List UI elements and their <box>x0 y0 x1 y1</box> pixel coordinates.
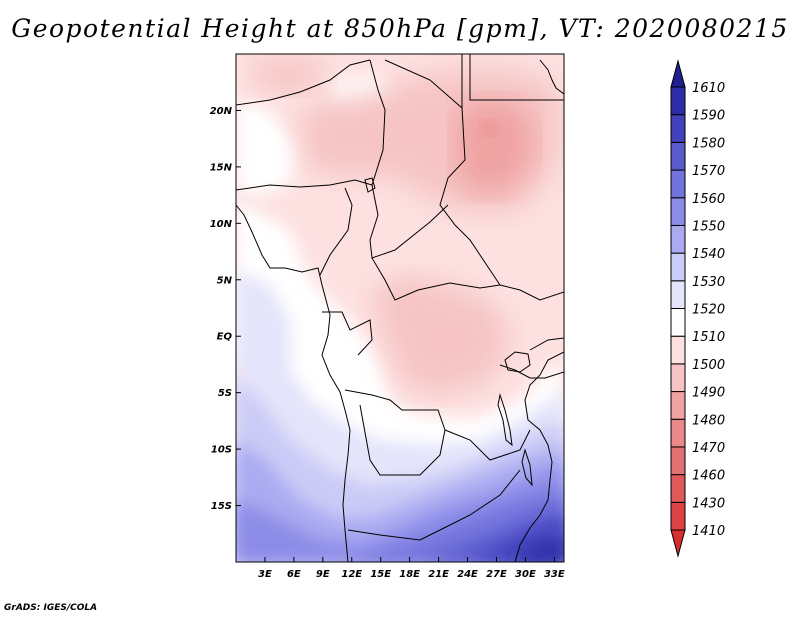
colorbar-swatch <box>670 197 686 226</box>
y-tick-label: 10N <box>210 219 233 230</box>
height-field <box>236 54 564 562</box>
border-namibia <box>347 529 441 541</box>
colorbar-label: 1410 <box>692 524 725 539</box>
colorbar-label: 1550 <box>692 219 725 234</box>
colorbar: 1410 1430 1460 1470 1480 1490 1500 1510 1520 1530… <box>670 59 725 558</box>
colorbar-swatch <box>670 252 686 282</box>
y-tick-label: 5N <box>217 275 233 286</box>
colorbar-label: 1530 <box>692 275 725 290</box>
border-egypt-sudan <box>469 54 564 101</box>
colorbar-label: 1560 <box>692 192 725 207</box>
colorbar-label: 1590 <box>692 109 725 124</box>
colorbar-extend-low <box>670 529 686 558</box>
red-sea-coast <box>539 59 564 95</box>
colorbar-label: 1480 <box>692 413 725 428</box>
x-tick-label: 27E <box>486 569 507 580</box>
x-tick-label: 33E <box>544 569 565 580</box>
colorbar-swatch <box>670 335 686 365</box>
colorbar-extend-high <box>670 59 686 88</box>
map-frame <box>235 53 565 563</box>
colorbar-label: 1570 <box>692 164 725 179</box>
colorbar-swatch <box>670 446 686 476</box>
colorbar-swatch <box>670 474 686 503</box>
y-tick-label: 5S <box>218 388 232 399</box>
x-tick-label: 24E <box>457 569 478 580</box>
colorbar-swatch <box>670 501 686 531</box>
y-tick-label: EQ <box>217 332 233 343</box>
lake-tanganyika <box>497 393 513 447</box>
x-axis: 3E 6E 9E 12E 15E 18E 21E 24E 27E 30E 33E <box>258 557 565 580</box>
y-tick-label: 10S <box>211 445 232 456</box>
grads-credit: GrADS: IGES/COLA <box>4 603 98 613</box>
border-congo-gabon <box>322 311 373 356</box>
colorbar-label: 1540 <box>692 247 725 262</box>
border-uganda-tanzania <box>499 364 564 379</box>
border-kenya <box>529 337 564 351</box>
field-1470-1480-core <box>480 120 498 136</box>
x-tick-label: 9E <box>316 569 330 580</box>
field-1480-1490-max <box>455 100 535 195</box>
y-tick-label: 15N <box>210 162 233 173</box>
colorbar-swatch <box>670 418 686 448</box>
colorbar-swatch <box>670 224 686 254</box>
lake-malawi <box>521 448 533 487</box>
x-tick-label: 18E <box>399 569 420 580</box>
colorbar-label: 1610 <box>692 81 725 96</box>
y-axis: 20N 15N 10N 5N EQ 5S 10S 15S <box>210 106 241 512</box>
x-tick-label: 12E <box>341 569 362 580</box>
field-1490-1500-north <box>250 58 330 95</box>
colorbar-label: 1580 <box>692 136 725 151</box>
border-angola-zambia <box>359 404 446 476</box>
border-libya-chad <box>384 59 463 109</box>
colorbar-swatch <box>670 169 686 199</box>
field-1510-1520 <box>236 200 564 470</box>
x-tick-label: 15E <box>370 569 391 580</box>
border-sudan-south <box>439 177 501 286</box>
colorbar-swatch <box>670 280 686 309</box>
field-1590-1610 <box>510 538 564 562</box>
border-ethiopia <box>499 284 564 301</box>
border-algeria-niger <box>236 59 371 106</box>
y-tick-label: 15S <box>211 501 232 512</box>
x-tick-label: 6E <box>287 569 301 580</box>
colorbar-label: 1430 <box>692 496 725 511</box>
colorbar-label: 1520 <box>692 303 725 318</box>
field-1490-1500-center <box>370 275 510 395</box>
coastline-west <box>236 204 351 562</box>
border-niger-chad <box>369 59 386 186</box>
colorbar-swatch <box>670 391 686 420</box>
colorbar-swatch <box>670 308 686 337</box>
x-tick-label: 30E <box>515 569 536 580</box>
border-drc-angola <box>344 389 446 431</box>
colorbar-label: 1500 <box>692 358 725 373</box>
country-borders <box>236 54 564 562</box>
lake-victoria <box>504 351 531 373</box>
colorbar-swatch <box>670 141 686 171</box>
colorbar-label: 1460 <box>692 469 725 484</box>
x-tick-label: 21E <box>428 569 449 580</box>
x-tick-label: 3E <box>258 569 272 580</box>
y-tick-label: 20N <box>210 106 233 117</box>
border-zambia-zimbabwe <box>444 429 531 461</box>
colorbar-label: 1490 <box>692 386 725 401</box>
colorbar-label: 1510 <box>692 330 725 345</box>
border-nigeria-north <box>236 179 373 191</box>
colorbar-swatch <box>670 114 686 143</box>
colorbar-swatch <box>670 86 686 116</box>
border-botswana <box>439 469 521 531</box>
border-car-drc <box>371 257 501 301</box>
colorbar-label: 1470 <box>692 441 725 456</box>
lake-chad <box>364 177 376 193</box>
colorbar-swatch <box>670 363 686 393</box>
chart-title: Geopotential Height at 850hPa [gpm], VT:… <box>11 14 789 43</box>
border-nigeria-cameroon <box>319 187 353 276</box>
border-libya-sudan <box>447 54 466 179</box>
